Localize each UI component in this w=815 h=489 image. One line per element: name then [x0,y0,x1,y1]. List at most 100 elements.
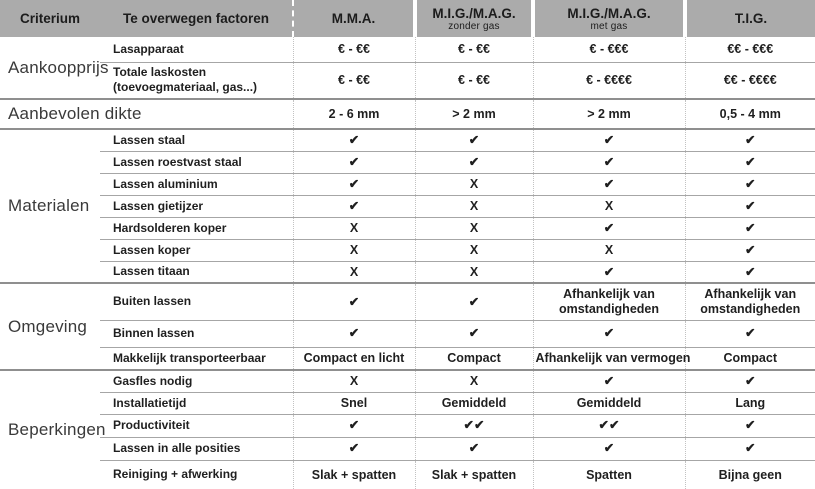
table-row: Materialen Lassen staal ✔ ✔ ✔ ✔ [0,128,815,283]
table-row: Hardsolderen koper X X ✔ ✔ [0,216,815,239]
factor-label: Lassen in alle posities [100,436,293,460]
value-cell: ✔ [684,238,815,261]
value-cell: X [292,260,415,283]
header-criterium: Criterium [0,0,100,37]
group-label-materialen: Materialen [0,128,100,283]
value-cell: ✔ [292,282,415,320]
group-label-beperkingen: Beperkingen [0,369,105,489]
value-cell: ✔ [532,150,685,173]
table-row: Lassen in alle posities ✔ ✔ ✔ ✔ [0,436,815,460]
value-cell: ✔ [532,172,685,195]
value-cell: X [292,238,415,261]
header-factors: Te overwegen factoren [100,0,293,37]
value-cell: ✔ [292,194,415,217]
factor-label: Lassen titaan [100,260,293,283]
value-cell: ✔ [684,413,815,437]
method-name: T.I.G. [734,11,768,26]
table-row: Omgeving Buiten lassen ✔ ✔ Afhankelijk v… [0,282,815,370]
value-cell: Bijna geen [684,459,815,489]
table-row: Lassen koper X X X ✔ [0,238,815,261]
factor-label: Binnen lassen [100,319,293,347]
method-name: M.I.G./M.A.G. [567,5,651,21]
value-cell: € - €€ [414,61,533,99]
value-cell: Afhankelijk van vermogen [532,346,690,370]
value-cell: Slak + spatten [414,459,533,489]
value-cell: Afhankelijk van omstandigheden [684,282,815,320]
factor-label: Installatietijd [100,391,293,414]
value-cell: € - €€€ [532,37,685,62]
table-row: Makkelijk transporteerbaar Compact en li… [0,346,815,370]
value-cell: Afhankelijk van omstandigheden [532,282,685,320]
value-cell: € - €€ [292,37,415,62]
value-cell: € - €€ [292,61,415,99]
value-cell: Lang [684,391,815,414]
value-cell: ✔ [684,436,815,460]
value-cell: ✔ [684,150,815,173]
value-cell: X [532,238,685,261]
table-row: Lassen roestvast staal ✔ ✔ ✔ ✔ [0,150,815,173]
factor-label: Makkelijk transporteerbaar [100,346,293,370]
value-cell: € - €€ [414,37,533,62]
value-cell: ✔ [292,319,415,347]
value-cell: 2 - 6 mm [292,98,415,129]
table-row: Lassen gietijzer ✔ X X ✔ [0,194,815,217]
method-name: M.M.A. [331,11,376,26]
value-cell: X [414,369,533,392]
value-cell: ✔ [292,436,415,460]
value-cell: €€ - €€€ [684,37,815,62]
header-mig-met-gas: M.I.G./M.A.G. met gas [531,0,685,37]
header-mma: M.M.A. [292,0,415,37]
table-row: Totale laskosten (toevoegmateriaal, gas.… [0,61,815,99]
factor-label: Totale laskosten (toevoegmateriaal, gas.… [100,61,293,99]
value-cell: ✔ [292,172,415,195]
group-label-omgeving: Omgeving [0,282,100,370]
value-cell: ✔ [292,150,415,173]
value-cell: ✔ [532,216,685,239]
factor-label: Gasfles nodig [100,369,293,392]
value-cell: ✔✔ [414,413,533,437]
method-subtitle: zonder gas [448,20,500,32]
factor-label: Productiviteit [100,413,293,437]
value-cell: ✔ [532,319,685,347]
value-cell: €€ - €€€€ [684,61,815,99]
value-cell: X [414,194,533,217]
factor-label: Hardsolderen koper [100,216,293,239]
value-cell: ✔ [532,369,685,392]
value-cell: X [292,216,415,239]
table-row: Lassen aluminium ✔ X ✔ ✔ [0,172,815,195]
value-cell: Compact en licht [292,346,415,370]
value-cell: 0,5 - 4 mm [684,98,815,129]
value-cell: ✔ [684,369,815,392]
table-row: Aankoopprijs Lasapparaat € - €€ € - €€ €… [0,37,815,77]
value-cell: X [292,369,415,392]
method-name: M.I.G./M.A.G. [432,5,516,21]
value-cell: ✔ [532,128,685,151]
value-cell: ✔ [684,194,815,217]
value-cell: ✔ [414,436,533,460]
factor-label: Buiten lassen [100,282,293,320]
table-row: Productiviteit ✔ ✔✔ ✔✔ ✔ [0,413,815,437]
value-cell: Spatten [532,459,685,489]
factor-label: Lassen gietijzer [100,194,293,217]
value-cell: > 2 mm [532,98,685,129]
value-cell: ✔ [292,413,415,437]
value-cell: ✔ [414,128,533,151]
header-mig-zonder-gas: M.I.G./M.A.G. zonder gas [413,0,533,37]
value-cell: ✔ [532,260,685,283]
value-cell: Snel [292,391,415,414]
value-cell: ✔ [684,260,815,283]
value-cell: ✔ [684,319,815,347]
value-cell: X [414,238,533,261]
value-cell: ✔ [684,216,815,239]
factor-label: Lassen staal [100,128,293,151]
factor-label-line1: Totale laskosten [113,65,207,80]
factor-label: Lassen koper [100,238,293,261]
value-cell: Compact [684,346,815,370]
table-row: Installatietijd Snel Gemiddeld Gemiddeld… [0,391,815,414]
value-cell: X [532,194,685,217]
value-cell: Compact [414,346,533,370]
value-cell: ✔ [684,128,815,151]
method-subtitle: met gas [590,20,628,32]
value-cell: ✔ [684,172,815,195]
